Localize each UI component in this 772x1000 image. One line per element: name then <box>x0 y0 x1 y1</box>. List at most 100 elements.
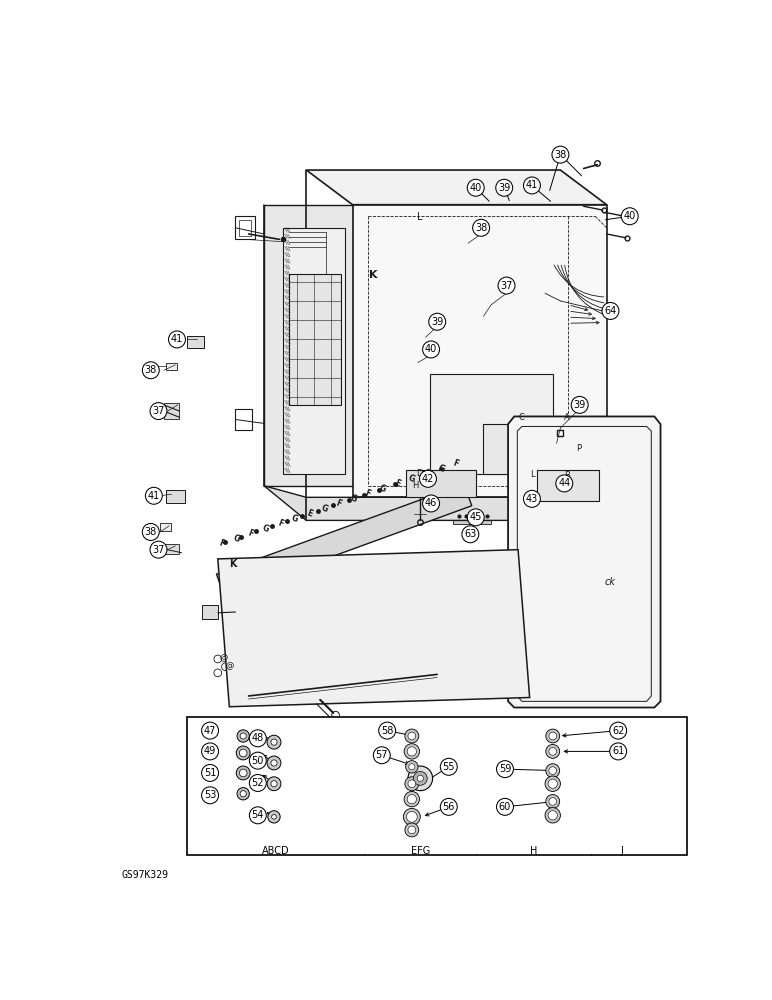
Text: 41: 41 <box>526 180 538 190</box>
Text: @: @ <box>219 654 228 663</box>
Bar <box>235 624 257 641</box>
Bar <box>522 386 553 413</box>
Text: 40: 40 <box>425 344 437 354</box>
Circle shape <box>201 787 218 804</box>
Circle shape <box>552 146 569 163</box>
Polygon shape <box>508 416 661 708</box>
Text: 38: 38 <box>144 365 157 375</box>
Circle shape <box>462 526 479 543</box>
Bar <box>164 544 179 554</box>
Text: F: F <box>364 488 372 499</box>
Circle shape <box>408 826 415 834</box>
Text: 62: 62 <box>612 726 625 736</box>
Bar <box>393 624 414 641</box>
Circle shape <box>271 760 277 766</box>
Circle shape <box>546 764 560 778</box>
Bar <box>187 717 688 855</box>
Circle shape <box>145 487 162 504</box>
Bar <box>455 474 471 493</box>
Text: 41: 41 <box>147 491 160 501</box>
Circle shape <box>249 730 266 747</box>
Text: J: J <box>621 846 624 856</box>
Bar <box>262 574 283 591</box>
Circle shape <box>201 743 218 760</box>
Bar <box>504 428 513 466</box>
Circle shape <box>142 523 159 540</box>
Bar <box>295 374 330 389</box>
Bar <box>374 646 396 669</box>
Circle shape <box>249 774 266 791</box>
Circle shape <box>201 722 218 739</box>
Text: 38: 38 <box>475 223 487 233</box>
Circle shape <box>407 795 416 804</box>
Text: G: G <box>261 523 270 534</box>
Circle shape <box>374 747 391 764</box>
Bar <box>235 216 255 239</box>
Bar <box>445 574 466 591</box>
Circle shape <box>496 798 513 815</box>
Circle shape <box>610 722 627 739</box>
Bar <box>239 220 251 235</box>
Circle shape <box>467 179 484 196</box>
Circle shape <box>272 815 276 819</box>
Circle shape <box>440 798 457 815</box>
Text: F: F <box>247 528 255 539</box>
Circle shape <box>239 749 247 757</box>
Circle shape <box>150 403 167 420</box>
Bar <box>429 646 451 669</box>
Bar <box>560 474 573 496</box>
Polygon shape <box>429 374 553 474</box>
Text: 40: 40 <box>469 183 482 193</box>
Text: 39: 39 <box>498 183 510 193</box>
Bar <box>295 324 330 339</box>
Circle shape <box>408 780 415 788</box>
Circle shape <box>545 776 560 791</box>
Circle shape <box>405 761 418 773</box>
Bar <box>491 428 500 466</box>
Text: 41: 41 <box>171 334 183 344</box>
Bar <box>319 646 340 669</box>
Bar <box>367 574 388 591</box>
Circle shape <box>440 758 457 775</box>
Circle shape <box>523 490 540 507</box>
Bar <box>506 247 520 256</box>
Bar <box>347 646 368 669</box>
Bar <box>166 363 177 370</box>
Circle shape <box>403 808 420 825</box>
Circle shape <box>249 752 266 769</box>
Text: L: L <box>417 212 423 222</box>
Circle shape <box>236 746 250 760</box>
Bar <box>457 646 479 669</box>
Polygon shape <box>290 274 341 405</box>
Circle shape <box>496 179 513 196</box>
Bar <box>476 262 489 272</box>
Text: ABCD: ABCD <box>262 846 290 856</box>
Text: F: F <box>422 468 431 479</box>
Text: 43: 43 <box>526 494 538 504</box>
Bar <box>164 403 179 419</box>
Bar <box>445 624 466 641</box>
Text: 48: 48 <box>252 733 264 743</box>
Bar <box>479 386 510 413</box>
Text: H: H <box>412 481 419 490</box>
Text: A: A <box>564 413 570 422</box>
Bar <box>483 239 497 249</box>
Bar <box>202 605 218 619</box>
Text: 56: 56 <box>442 802 455 812</box>
Circle shape <box>168 331 185 348</box>
Circle shape <box>467 509 484 526</box>
Text: 59: 59 <box>499 764 511 774</box>
Bar <box>288 624 310 641</box>
Bar <box>526 255 540 264</box>
Bar <box>235 646 257 669</box>
Circle shape <box>556 475 573 492</box>
Circle shape <box>405 823 418 837</box>
Circle shape <box>546 795 560 808</box>
Text: 63: 63 <box>464 529 476 539</box>
Text: K: K <box>370 270 378 280</box>
Polygon shape <box>283 228 345 474</box>
Text: @: @ <box>225 661 234 670</box>
Bar <box>543 428 553 466</box>
Circle shape <box>271 739 277 745</box>
Text: 44: 44 <box>558 478 571 488</box>
